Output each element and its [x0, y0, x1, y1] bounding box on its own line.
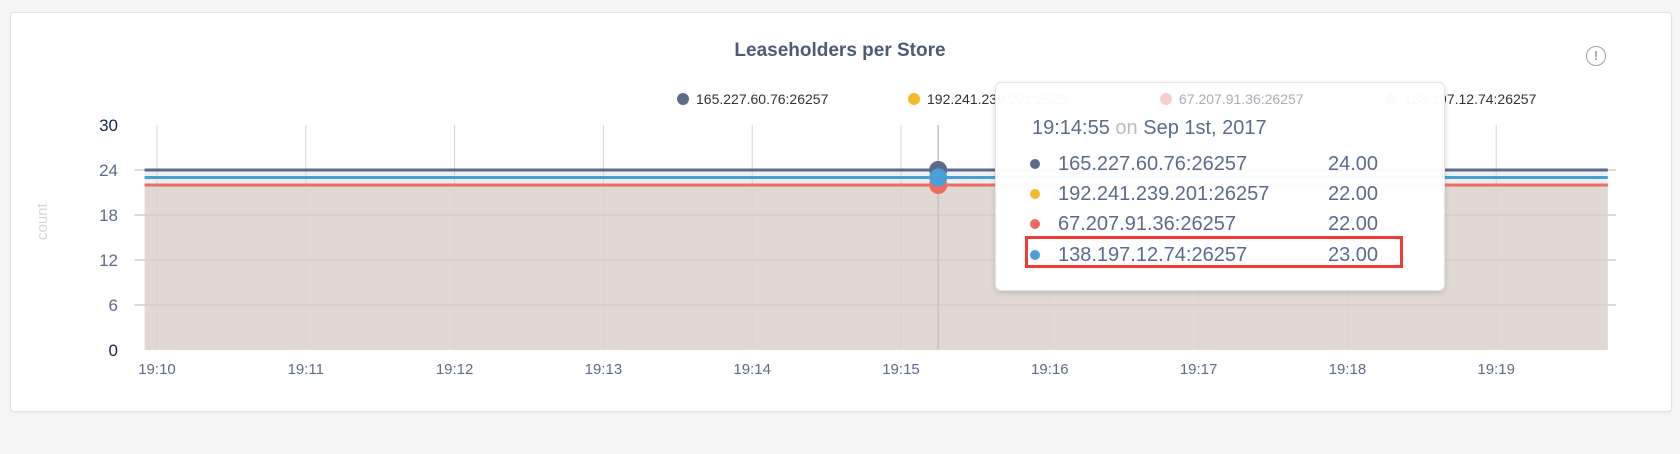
tooltip-on: on — [1115, 117, 1138, 139]
y-tick-label: 12 — [99, 251, 118, 270]
series-dot — [1030, 219, 1040, 229]
x-tick-label: 19:19 — [1477, 361, 1515, 378]
tooltip-series-name: 192.241.239.201:26257 — [1058, 182, 1270, 205]
tooltip-time: 19:14:55 — [1032, 117, 1110, 139]
x-tick-label: 19:10 — [138, 361, 176, 378]
legend-dot — [677, 93, 689, 105]
tooltip-value: 24.00 — [1328, 152, 1379, 175]
highlight-box — [1025, 236, 1403, 268]
x-tick-label: 19:15 — [882, 361, 920, 378]
tooltip-row: 165.227.60.76:26257 24.00 — [1030, 149, 1378, 179]
legend-item[interactable]: 67.207.91.36:26257 — [1160, 91, 1304, 107]
chart-title: Leaseholders per Store — [734, 40, 946, 61]
tooltip-series-name: 67.207.91.36:26257 — [1058, 212, 1236, 235]
legend-item[interactable]: 165.227.60.76:26257 — [677, 91, 828, 107]
tooltip-value: 22.00 — [1328, 212, 1379, 235]
tooltip-value: 22.00 — [1328, 182, 1379, 205]
x-tick-label: 19:17 — [1180, 361, 1218, 378]
legend-label: 165.227.60.76:26257 — [696, 91, 829, 107]
y-tick-label: 0 — [109, 341, 118, 360]
tooltip-row: 192.241.239.201:26257 22.00 — [1030, 179, 1378, 209]
info-circle-icon[interactable]: ! — [1586, 46, 1606, 66]
y-tick-label: 6 — [109, 296, 118, 315]
series-dot — [1030, 189, 1040, 199]
legend-dot — [1160, 93, 1172, 105]
series-dot — [1030, 159, 1040, 169]
tooltip-date: Sep 1st, 2017 — [1143, 117, 1267, 139]
tooltip: 19:14:55 on Sep 1st, 2017 165.227.60.76:… — [995, 82, 1445, 291]
series-dot — [1030, 250, 1040, 260]
tooltip-timestamp: 19:14:55 on Sep 1st, 2017 — [1032, 117, 1267, 140]
x-tick-label: 19:11 — [288, 361, 324, 378]
y-tick-label: 30 — [99, 116, 118, 135]
legend-label: 67.207.91.36:26257 — [1179, 91, 1304, 107]
y-tick-label: 18 — [99, 206, 118, 225]
tooltip-row: 138.197.12.74:26257 23.00 — [1030, 240, 1378, 270]
hover-point — [929, 168, 948, 187]
tooltip-value: 23.00 — [1328, 243, 1379, 266]
x-tick-label: 19:13 — [585, 361, 623, 378]
tooltip-series-name: 138.197.12.74:26257 — [1058, 243, 1248, 266]
tooltip-row: 67.207.91.36:26257 22.00 — [1030, 209, 1378, 239]
x-tick-label: 19:12 — [436, 361, 474, 378]
tooltip-series-name: 165.227.60.76:26257 — [1058, 152, 1248, 175]
x-tick-label: 19:16 — [1031, 361, 1069, 378]
x-tick-label: 19:14 — [733, 361, 771, 378]
legend-dot — [908, 93, 920, 105]
x-tick-label: 19:18 — [1329, 361, 1367, 378]
y-tick-label: 24 — [99, 161, 118, 180]
